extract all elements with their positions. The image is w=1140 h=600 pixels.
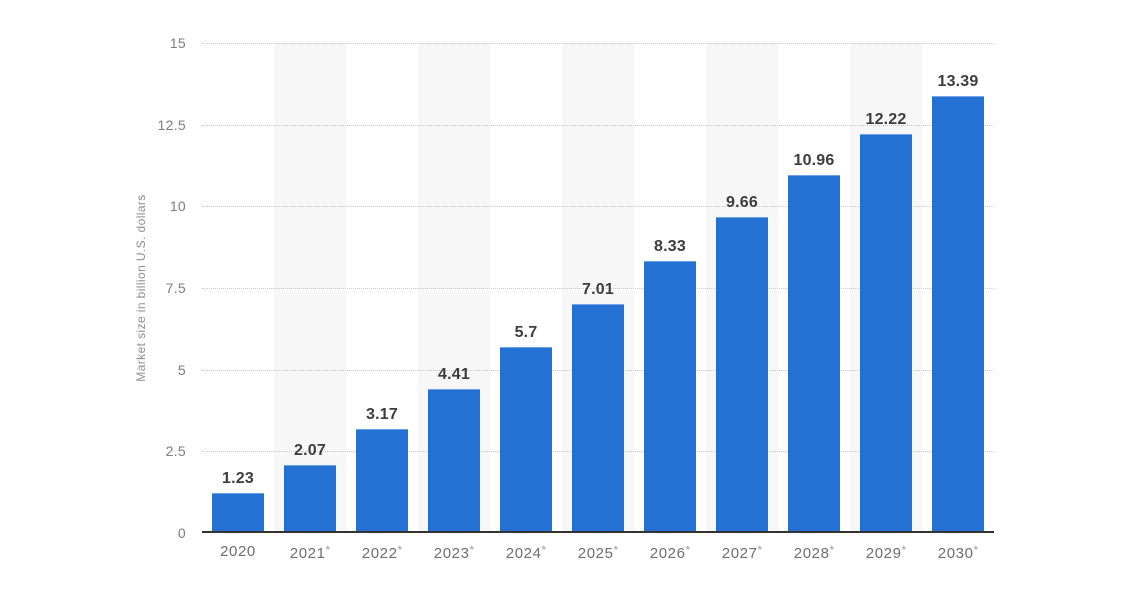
forecast-asterisk: * (901, 543, 907, 557)
y-tick-label: 10 (169, 198, 186, 215)
bar-2027 (716, 217, 768, 533)
gridline (202, 288, 994, 289)
y-tick-label: 0 (177, 525, 186, 541)
bar-2020 (212, 492, 264, 533)
bar-2029 (860, 133, 912, 533)
value-label: 4.41 (438, 365, 470, 383)
gridline (202, 124, 994, 126)
x-tick-year: 2030 (937, 545, 974, 562)
x-tick-label: 2023* (418, 543, 490, 562)
bar-2026 (644, 260, 696, 533)
forecast-asterisk: * (325, 543, 331, 557)
value-label: 7.01 (582, 281, 614, 299)
y-tick-label: 15 (169, 35, 186, 51)
x-tick-year: 2021 (289, 545, 326, 562)
x-tick-year: 2026 (649, 545, 686, 562)
x-tick-year: 2024 (505, 545, 542, 562)
x-tick-label: 2028* (778, 543, 850, 562)
bar-2025 (572, 304, 624, 533)
bar-2023 (428, 388, 480, 533)
x-tick-year: 2022 (361, 545, 398, 562)
x-tick-label: 2029* (850, 543, 922, 562)
value-label: 1.23 (222, 469, 254, 487)
value-label: 8.33 (654, 237, 686, 255)
forecast-asterisk: * (685, 543, 691, 557)
y-tick-label: 5 (177, 361, 186, 378)
bar-2022 (356, 429, 408, 533)
x-tick-label: 2027* (706, 543, 778, 562)
bar-2024 (500, 346, 552, 533)
x-tick-label: 2021* (274, 543, 346, 562)
y-tick-label: 7.5 (165, 280, 186, 296)
x-tick-year: 2027 (721, 545, 758, 562)
forecast-asterisk: * (757, 543, 763, 557)
x-axis-line (202, 531, 994, 533)
x-tick-year: 2025 (577, 545, 614, 562)
gridline (202, 206, 994, 208)
value-label: 5.7 (514, 323, 538, 341)
value-label: 2.07 (294, 442, 326, 460)
x-tick-label: 2030* (922, 543, 994, 562)
gridline (202, 43, 994, 44)
forecast-asterisk: * (829, 543, 835, 557)
forecast-asterisk: * (541, 543, 547, 557)
x-tick-year: 2023 (433, 545, 470, 562)
bar-2021 (284, 465, 336, 533)
y-tick-label: 12.5 (157, 116, 186, 133)
x-tick-label: 2026* (634, 543, 706, 562)
x-tick-year: 2028 (793, 545, 830, 562)
value-label: 10.96 (793, 151, 835, 169)
forecast-asterisk: * (469, 543, 475, 557)
value-label: 12.22 (865, 110, 907, 128)
value-label: 9.66 (726, 194, 758, 212)
x-tick-label: 2024* (490, 543, 562, 562)
value-label: 13.39 (937, 72, 979, 90)
bar-2028 (788, 174, 840, 533)
bar-2030 (932, 95, 984, 533)
x-tick-label: 2022* (346, 543, 418, 562)
forecast-asterisk: * (973, 543, 979, 557)
plot-area: 1.23 2.07 3.17 4.41 5.7 7.01 8.33 9.66 10.96 12.2… (202, 43, 994, 533)
forecast-asterisk: * (613, 543, 619, 557)
x-tick-label: 2020 (220, 543, 256, 560)
forecast-asterisk: * (397, 543, 403, 557)
x-tick-year: 2029 (865, 545, 902, 562)
x-tick-label: 2025* (562, 543, 634, 562)
y-tick-label: 2.5 (165, 443, 186, 460)
value-label: 3.17 (366, 406, 398, 424)
